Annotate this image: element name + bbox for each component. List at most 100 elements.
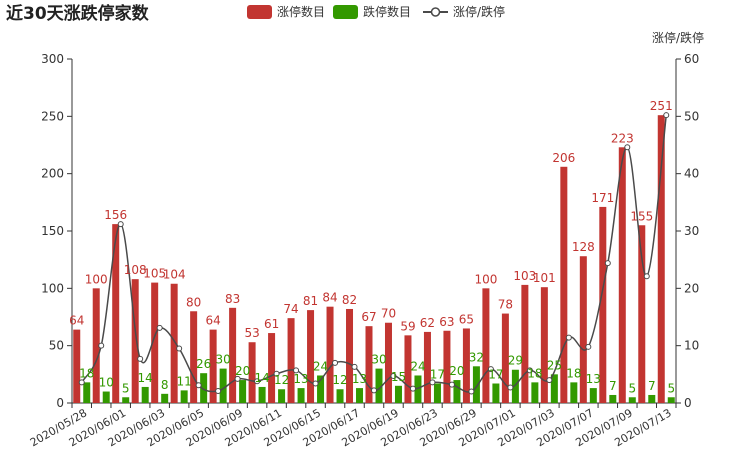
ratio-point[interactable] <box>176 345 183 352</box>
bar-up[interactable] <box>521 284 529 403</box>
bar-down[interactable] <box>141 386 149 403</box>
bar-down[interactable] <box>297 388 305 403</box>
bar-down[interactable] <box>278 389 286 403</box>
y-right-tick-label: 20 <box>684 281 699 295</box>
ratio-point[interactable] <box>624 144 631 151</box>
bar-down[interactable] <box>161 393 169 403</box>
bar-down[interactable] <box>511 369 519 403</box>
bar-down[interactable] <box>550 374 558 403</box>
ratio-point[interactable] <box>371 387 377 394</box>
bar-down[interactable] <box>433 383 441 403</box>
ratio-point[interactable] <box>332 359 339 366</box>
bar-down[interactable] <box>628 397 636 403</box>
ratio-point[interactable] <box>604 260 611 267</box>
bar-up[interactable] <box>268 333 276 403</box>
bar-up[interactable] <box>560 166 568 403</box>
ratio-point[interactable] <box>351 363 358 370</box>
bar-up[interactable] <box>326 306 334 403</box>
ratio-point[interactable] <box>137 355 144 362</box>
ratio-point[interactable] <box>98 342 105 349</box>
ratio-point[interactable] <box>448 381 455 388</box>
bar-down[interactable] <box>667 397 675 403</box>
bar-up[interactable] <box>151 282 159 403</box>
ratio-point[interactable] <box>526 367 533 374</box>
ratio-point[interactable] <box>507 384 514 391</box>
bar-up[interactable] <box>657 115 665 403</box>
ratio-point[interactable] <box>234 375 241 382</box>
ratio-point[interactable] <box>156 324 163 331</box>
bar-down[interactable] <box>180 390 188 403</box>
bar-up[interactable] <box>501 313 509 403</box>
bar-up[interactable] <box>404 335 412 403</box>
bar-up[interactable] <box>462 328 470 403</box>
bar-up[interactable] <box>92 288 100 403</box>
ratio-point[interactable] <box>215 387 222 394</box>
ratio-point[interactable] <box>409 385 416 392</box>
bar-down[interactable] <box>336 389 344 403</box>
bar-up[interactable] <box>482 288 490 403</box>
bar-up[interactable] <box>346 308 354 403</box>
bar-up[interactable] <box>579 256 587 403</box>
bar-up[interactable] <box>384 322 392 403</box>
bar-down[interactable] <box>648 394 656 403</box>
bar-down[interactable] <box>317 375 325 403</box>
bar-down[interactable] <box>472 366 480 403</box>
ratio-point[interactable] <box>487 366 494 373</box>
bar-up[interactable] <box>112 224 120 403</box>
bar-down[interactable] <box>453 380 461 403</box>
bar-up[interactable] <box>423 331 431 403</box>
bar-up[interactable] <box>248 342 256 403</box>
ratio-point[interactable] <box>293 367 300 374</box>
bar-up[interactable] <box>618 147 626 403</box>
ratio-point[interactable] <box>585 343 592 350</box>
ratio-point[interactable] <box>117 221 124 228</box>
bar-down[interactable] <box>531 382 539 403</box>
bar-down[interactable] <box>102 391 110 403</box>
bar-up[interactable] <box>638 225 646 403</box>
ratio-point[interactable] <box>390 373 397 380</box>
legend-item-down[interactable]: 跌停数目 <box>333 4 411 19</box>
ratio-point[interactable] <box>78 379 85 386</box>
bar-down[interactable] <box>83 382 91 403</box>
bar-down[interactable] <box>200 373 208 403</box>
bar-up[interactable] <box>287 318 295 403</box>
legend-item-up[interactable]: 涨停数目 <box>247 4 325 19</box>
bar-up[interactable] <box>229 307 237 403</box>
bar-up[interactable] <box>365 326 373 403</box>
bar-up[interactable] <box>170 283 178 403</box>
ratio-point[interactable] <box>546 377 553 384</box>
bars <box>73 115 675 403</box>
ratio-point[interactable] <box>254 378 261 385</box>
bar-down[interactable] <box>570 382 578 403</box>
bar-down[interactable] <box>219 368 227 403</box>
bar-up[interactable] <box>131 279 139 403</box>
bar-down[interactable] <box>356 388 364 403</box>
bar-down[interactable] <box>239 380 247 403</box>
bar-down[interactable] <box>492 383 500 403</box>
ratio-point[interactable] <box>643 273 650 280</box>
bar-up[interactable] <box>73 329 81 403</box>
ratio-point[interactable] <box>312 380 319 387</box>
legend-item-ratio[interactable]: 涨停/跌停 <box>423 4 505 19</box>
bar-up[interactable] <box>209 329 217 403</box>
bar-down[interactable] <box>122 397 130 403</box>
bar-up[interactable] <box>540 287 548 403</box>
bar-up[interactable] <box>307 310 315 403</box>
bar-down[interactable] <box>394 385 402 403</box>
bar-down-label: 20 <box>235 364 250 378</box>
legend[interactable]: 涨停数目 跌停数目 涨停/跌停 <box>247 4 505 19</box>
ratio-point[interactable] <box>565 334 572 341</box>
ratio-point[interactable] <box>429 379 436 386</box>
bar-down[interactable] <box>375 368 383 403</box>
bar-up[interactable] <box>599 206 607 403</box>
bar-down[interactable] <box>258 386 266 403</box>
bar-down[interactable] <box>589 388 597 403</box>
bar-up[interactable] <box>443 330 451 403</box>
ratio-point[interactable] <box>468 388 475 395</box>
ratio-point[interactable] <box>195 382 202 389</box>
bar-down[interactable] <box>414 375 422 403</box>
ratio-point[interactable] <box>663 112 670 119</box>
ratio-point[interactable] <box>273 370 280 377</box>
bar-down[interactable] <box>609 394 617 403</box>
bar-up[interactable] <box>190 311 198 403</box>
